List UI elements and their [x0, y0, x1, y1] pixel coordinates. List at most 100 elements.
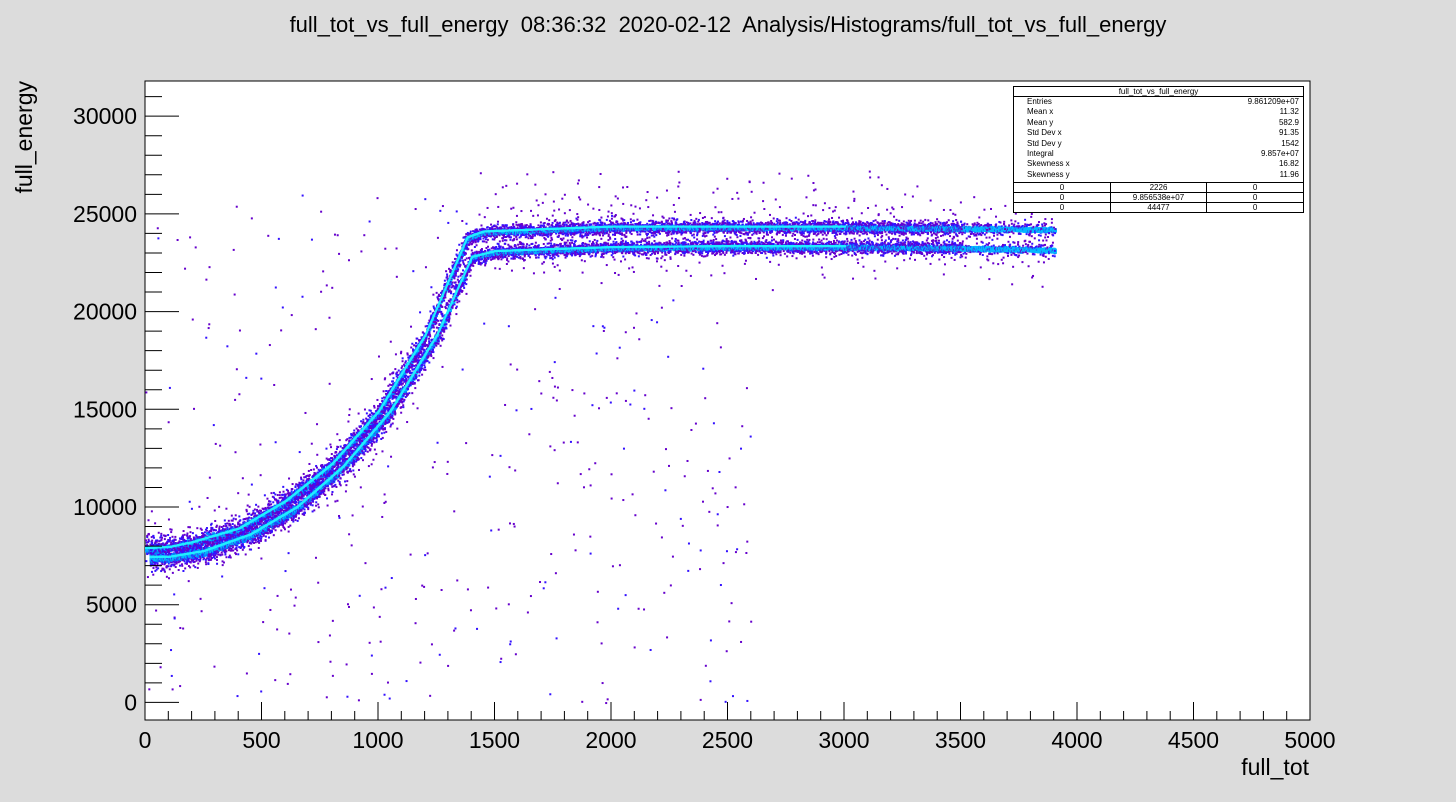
data-point: [243, 529, 246, 532]
data-point: [159, 536, 162, 539]
data-point: [504, 224, 507, 227]
data-point: [408, 366, 411, 369]
data-point: [370, 411, 373, 414]
data-point: [383, 407, 386, 410]
data-point: [154, 540, 157, 543]
data-point: [298, 485, 301, 488]
data-point: [283, 497, 286, 500]
data-point: [420, 347, 423, 350]
data-point: [202, 535, 205, 538]
data-point: [237, 522, 240, 525]
data-point: [152, 573, 155, 576]
data-point: [214, 529, 217, 532]
data-point: [322, 478, 325, 481]
data-point: [158, 540, 161, 543]
data-point: [400, 379, 403, 382]
data-point: [343, 457, 346, 460]
data-point: [171, 535, 174, 538]
data-point: [433, 330, 436, 333]
data-point: [432, 326, 435, 329]
data-point: [170, 531, 173, 534]
data-point: [453, 262, 456, 265]
data-point: [301, 494, 304, 497]
data-point: [181, 534, 184, 537]
data-point: [391, 380, 394, 383]
data-point: [320, 481, 323, 484]
data-point: [455, 265, 458, 268]
data-point: [220, 525, 223, 528]
data-point: [428, 333, 431, 336]
data-point: [189, 531, 192, 534]
data-point: [238, 515, 241, 518]
data-point: [306, 478, 309, 481]
data-point: [319, 469, 322, 472]
data-point: [282, 497, 285, 500]
data-point: [326, 458, 329, 461]
data-point: [445, 270, 448, 273]
data-point: [348, 439, 351, 442]
data-point: [146, 536, 149, 539]
data-point: [303, 476, 306, 479]
data-point: [160, 534, 163, 537]
data-point: [411, 342, 414, 345]
data-point: [494, 225, 497, 228]
data-point: [513, 257, 516, 260]
data-point: [298, 483, 301, 486]
data-point: [472, 264, 475, 267]
data-point: [447, 277, 450, 280]
data-point: [358, 426, 361, 429]
data-point: [475, 238, 478, 241]
data-point: [314, 472, 317, 475]
data-point: [267, 507, 270, 510]
data-point: [365, 412, 368, 415]
data-point: [501, 186, 504, 189]
data-point: [210, 522, 213, 525]
data-point: [257, 510, 260, 513]
data-point: [513, 226, 516, 229]
data-point: [267, 503, 270, 506]
data-point: [250, 513, 253, 516]
data-point: [424, 336, 427, 339]
data-point: [225, 525, 228, 528]
data-point: [226, 522, 229, 525]
data-point: [248, 516, 251, 519]
data-point: [170, 528, 173, 531]
data-point: [505, 225, 508, 228]
data-point: [341, 447, 344, 450]
data-point: [276, 494, 279, 497]
data-point: [466, 231, 469, 234]
data-point: [172, 539, 175, 542]
data-point: [196, 566, 199, 569]
data-point: [382, 390, 385, 393]
data-point: [339, 457, 342, 460]
data-point: [432, 324, 435, 327]
data-point: [461, 252, 465, 256]
data-point: [305, 474, 308, 477]
data-point: [444, 292, 447, 295]
data-point: [201, 532, 204, 535]
data-point: [505, 235, 508, 238]
data-point: [230, 514, 233, 517]
data-point: [231, 519, 234, 522]
data-point: [293, 489, 296, 492]
data-point: [206, 535, 209, 538]
data-point: [288, 492, 291, 495]
data-point: [260, 509, 263, 512]
data-point: [273, 496, 276, 499]
data-point: [312, 468, 315, 471]
data-point: [394, 392, 397, 395]
data-point: [436, 296, 439, 299]
data-point: [368, 416, 371, 419]
data-point: [287, 489, 290, 492]
data-point: [331, 457, 334, 460]
data-point: [160, 532, 163, 535]
data-point: [453, 257, 456, 260]
data-point: [204, 534, 207, 537]
data-point: [145, 539, 148, 542]
data-point: [495, 235, 498, 238]
data-point: [455, 267, 459, 271]
data-point: [231, 522, 234, 525]
data-point: [250, 517, 253, 520]
data-point: [258, 520, 261, 523]
data-point: [429, 310, 432, 313]
